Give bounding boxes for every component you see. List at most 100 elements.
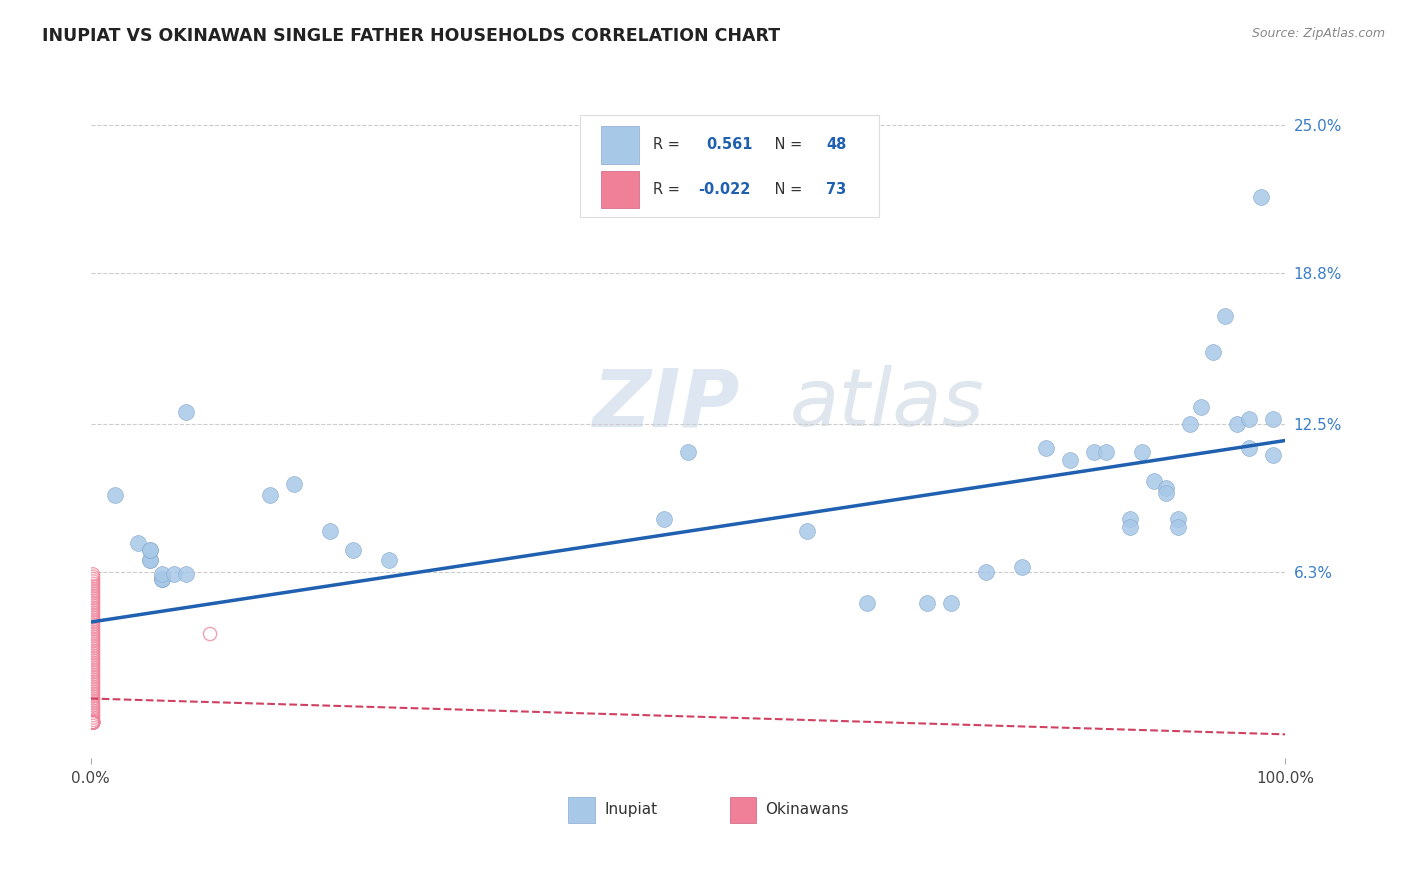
Point bbox=[939, 596, 962, 610]
Point bbox=[82, 715, 104, 730]
Point bbox=[174, 405, 197, 419]
Point bbox=[82, 698, 104, 713]
Text: 73: 73 bbox=[827, 182, 846, 197]
Point bbox=[1239, 412, 1261, 426]
Point bbox=[82, 713, 104, 727]
Point bbox=[1239, 441, 1261, 455]
Point bbox=[82, 574, 104, 589]
Point bbox=[82, 715, 104, 730]
Point bbox=[82, 607, 104, 622]
Point bbox=[796, 524, 818, 539]
Point bbox=[82, 629, 104, 643]
Point bbox=[82, 610, 104, 624]
Point bbox=[150, 567, 173, 582]
Point bbox=[82, 667, 104, 681]
Text: Source: ZipAtlas.com: Source: ZipAtlas.com bbox=[1251, 27, 1385, 40]
Point bbox=[82, 660, 104, 674]
Point bbox=[82, 703, 104, 717]
Text: ZIP: ZIP bbox=[592, 365, 740, 443]
Point bbox=[1154, 481, 1177, 495]
Point bbox=[163, 567, 186, 582]
Text: Inupiat: Inupiat bbox=[605, 802, 658, 817]
Text: atlas: atlas bbox=[789, 365, 984, 443]
Point bbox=[82, 584, 104, 599]
Point bbox=[82, 715, 104, 730]
Point bbox=[82, 632, 104, 646]
Point bbox=[82, 681, 104, 696]
Text: R =: R = bbox=[654, 137, 689, 153]
Text: N =: N = bbox=[770, 182, 807, 197]
Point bbox=[82, 665, 104, 680]
Point bbox=[82, 656, 104, 670]
FancyBboxPatch shape bbox=[568, 797, 595, 823]
Point bbox=[82, 586, 104, 600]
Point bbox=[259, 488, 281, 502]
Point bbox=[82, 591, 104, 606]
Point bbox=[82, 715, 104, 730]
Point bbox=[1178, 417, 1201, 431]
Point bbox=[1215, 310, 1237, 324]
Point bbox=[82, 663, 104, 677]
Point bbox=[82, 639, 104, 653]
Point bbox=[652, 512, 675, 526]
Point bbox=[82, 706, 104, 720]
Point bbox=[150, 572, 173, 586]
Point bbox=[82, 627, 104, 641]
Point bbox=[82, 572, 104, 586]
Point bbox=[1167, 512, 1189, 526]
Text: R =: R = bbox=[654, 182, 685, 197]
Point bbox=[82, 715, 104, 730]
Point bbox=[82, 641, 104, 656]
Point bbox=[976, 565, 998, 579]
Point bbox=[342, 543, 364, 558]
Point bbox=[82, 620, 104, 634]
FancyBboxPatch shape bbox=[730, 797, 756, 823]
Point bbox=[82, 658, 104, 673]
Point bbox=[82, 600, 104, 615]
Point bbox=[82, 715, 104, 730]
Point bbox=[1083, 445, 1105, 459]
Point bbox=[82, 599, 104, 613]
Point bbox=[318, 524, 340, 539]
Point bbox=[139, 543, 162, 558]
Point bbox=[82, 596, 104, 610]
Point bbox=[82, 589, 104, 603]
Point bbox=[82, 622, 104, 636]
Point bbox=[82, 701, 104, 715]
Point bbox=[150, 572, 173, 586]
Point bbox=[82, 648, 104, 663]
Point bbox=[82, 617, 104, 632]
Point bbox=[82, 715, 104, 730]
Point bbox=[82, 634, 104, 648]
Point bbox=[82, 577, 104, 591]
Point bbox=[82, 593, 104, 607]
Point bbox=[82, 715, 104, 730]
Point bbox=[82, 570, 104, 584]
Point bbox=[856, 596, 879, 610]
Point bbox=[82, 677, 104, 691]
Point bbox=[1250, 190, 1272, 204]
Point bbox=[1263, 412, 1285, 426]
Point bbox=[82, 606, 104, 620]
Text: 48: 48 bbox=[827, 137, 846, 153]
Point bbox=[1035, 441, 1057, 455]
Text: INUPIAT VS OKINAWAN SINGLE FATHER HOUSEHOLDS CORRELATION CHART: INUPIAT VS OKINAWAN SINGLE FATHER HOUSEH… bbox=[42, 27, 780, 45]
Point bbox=[82, 674, 104, 689]
Point bbox=[174, 567, 197, 582]
Point bbox=[82, 624, 104, 639]
Point bbox=[82, 579, 104, 593]
Point bbox=[82, 613, 104, 627]
Point bbox=[82, 582, 104, 596]
Point bbox=[1011, 560, 1033, 574]
Point bbox=[82, 680, 104, 694]
Point bbox=[82, 687, 104, 701]
Point bbox=[82, 603, 104, 617]
Point bbox=[82, 670, 104, 684]
Point bbox=[82, 646, 104, 660]
Point bbox=[1095, 445, 1118, 459]
Point bbox=[103, 488, 125, 502]
Text: 0.561: 0.561 bbox=[706, 137, 752, 153]
Point bbox=[82, 651, 104, 665]
Point bbox=[82, 689, 104, 703]
Point bbox=[1191, 400, 1213, 414]
